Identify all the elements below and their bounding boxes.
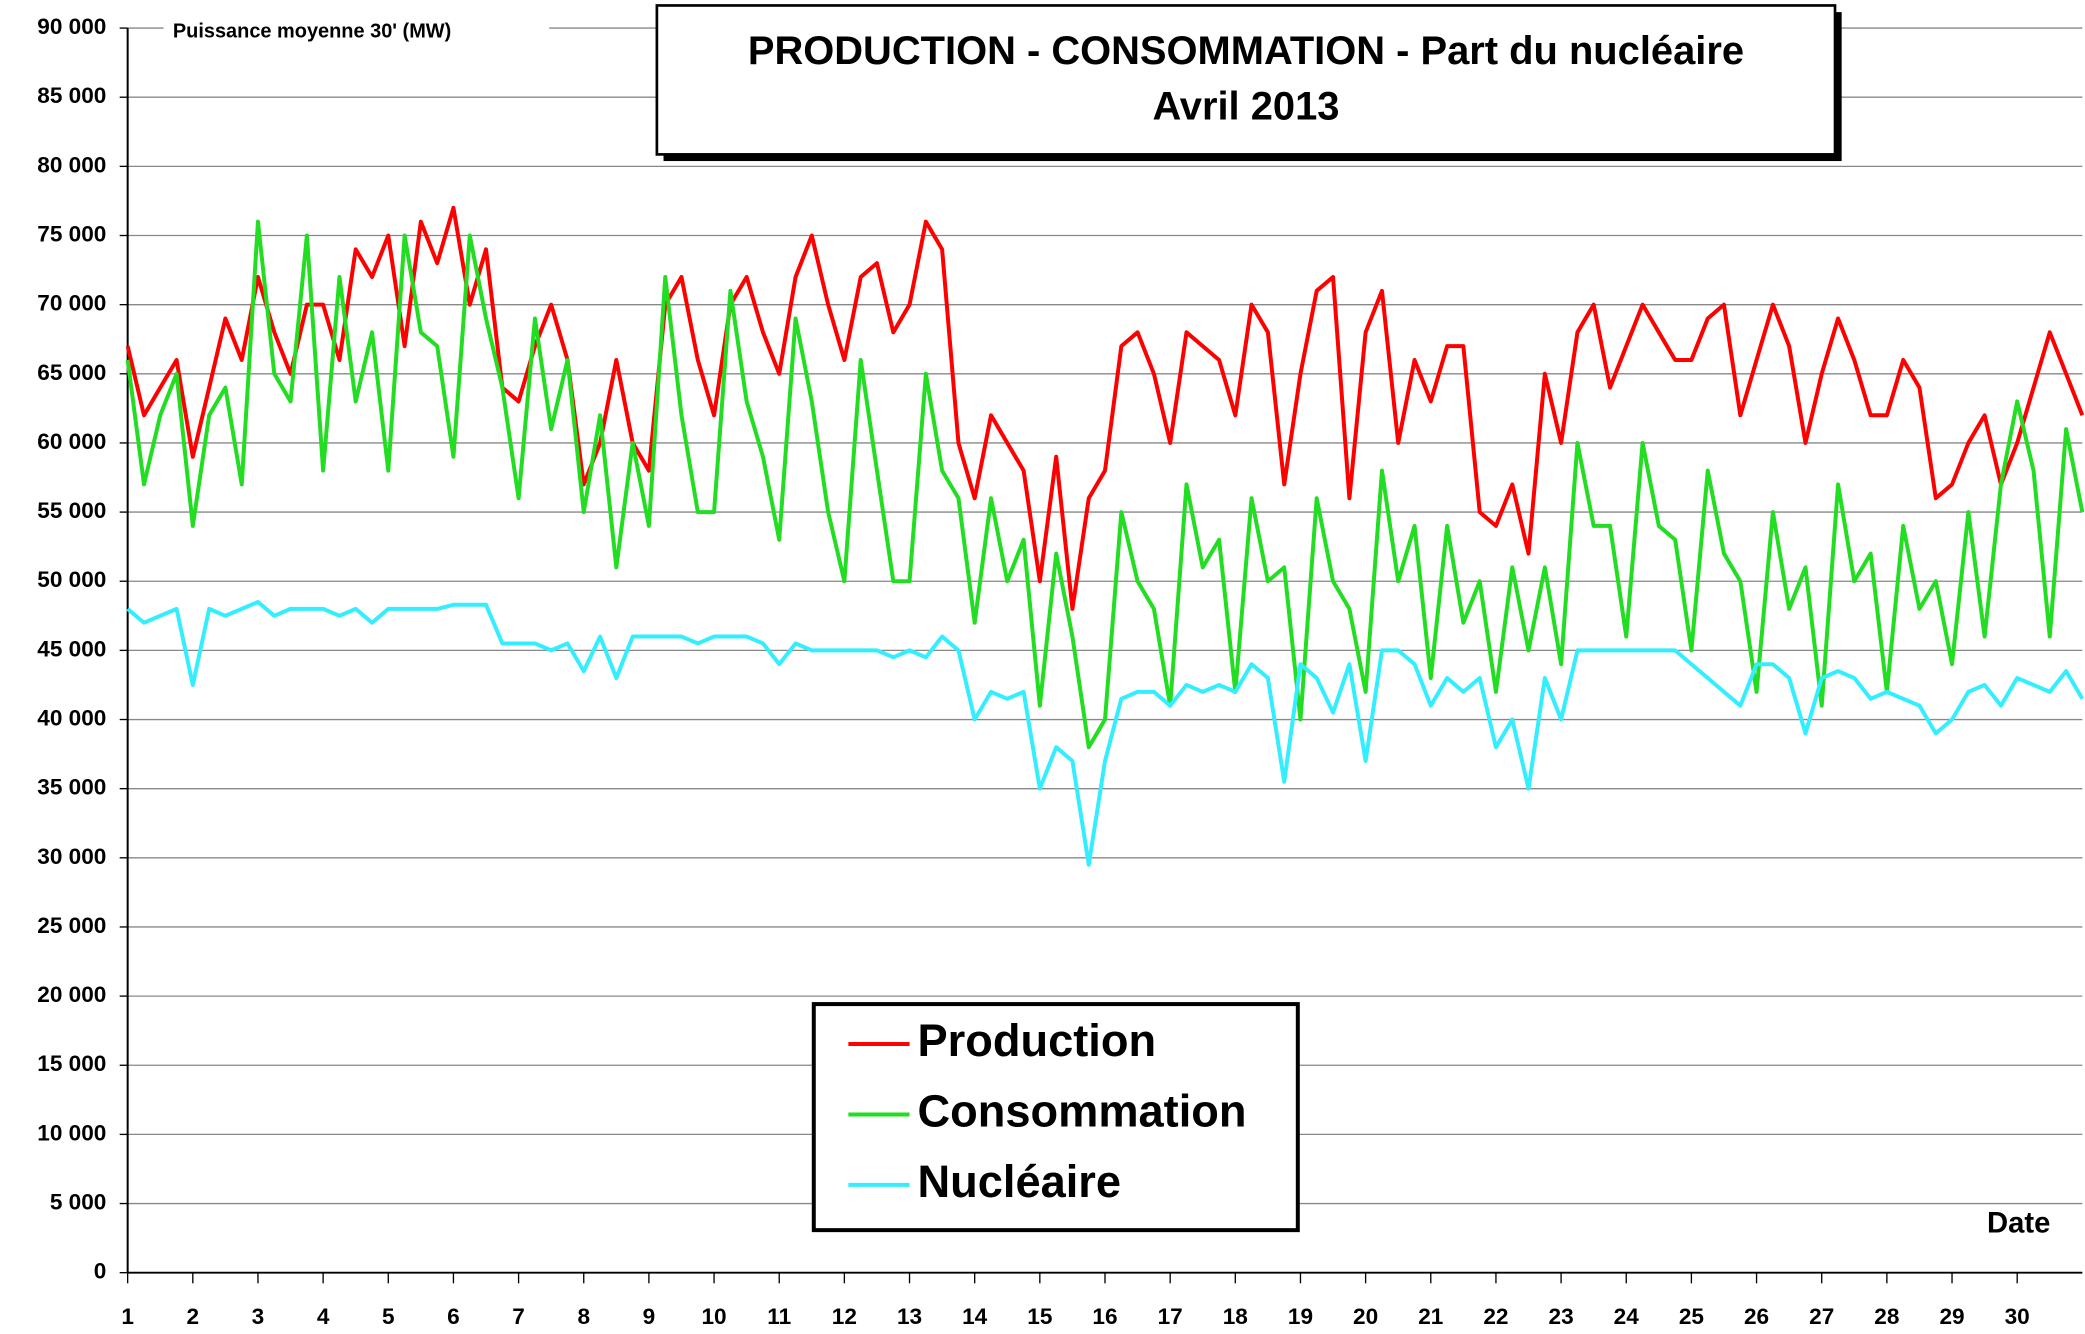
legend-label: Nucléaire xyxy=(918,1156,1122,1207)
x-tick-label: 29 xyxy=(1939,1304,1964,1329)
y-tick-label: 40 000 xyxy=(37,705,106,730)
y-tick-label: 15 000 xyxy=(37,1051,106,1076)
y-tick-label: 60 000 xyxy=(37,429,106,454)
y-tick-label: 85 000 xyxy=(37,83,106,108)
x-axis-label: Date xyxy=(1987,1208,2050,1240)
plot-lines xyxy=(125,205,2085,867)
x-tick-label: 30 xyxy=(2005,1304,2030,1329)
x-tick-label: 26 xyxy=(1744,1304,1769,1329)
y-tick-label: 25 000 xyxy=(37,913,106,938)
x-tick-label: 16 xyxy=(1092,1304,1117,1329)
x-tick-label: 12 xyxy=(832,1304,857,1329)
x-tick-label: 11 xyxy=(767,1304,791,1329)
y-tick-label: 5 000 xyxy=(50,1190,107,1215)
y-tick-label: 80 000 xyxy=(37,152,106,177)
x-tick-label: 23 xyxy=(1549,1304,1574,1329)
legend-box xyxy=(811,1002,1300,1233)
x-tick-label: 27 xyxy=(1809,1304,1834,1329)
x-tick-label: 6 xyxy=(447,1304,460,1329)
legend-label: Consommation xyxy=(918,1085,1247,1136)
x-tick-label: 13 xyxy=(897,1304,922,1329)
x-tick-label: 24 xyxy=(1614,1304,1640,1329)
x-tick-label: 7 xyxy=(512,1304,525,1329)
y-tick-label: 50 000 xyxy=(37,567,106,592)
x-tick-label: 20 xyxy=(1353,1304,1378,1329)
x-tick-label: 3 xyxy=(252,1304,265,1329)
y-tick-label: 0 xyxy=(94,1259,107,1284)
y-tick-label: 55 000 xyxy=(37,498,106,523)
y-label-bg xyxy=(163,16,550,46)
y-tick-label: 75 000 xyxy=(37,221,106,246)
x-tick-label: 4 xyxy=(317,1304,330,1329)
y-tick-label: 10 000 xyxy=(37,1120,106,1145)
y-tick-label: 65 000 xyxy=(37,360,106,385)
y-tick-label: 45 000 xyxy=(37,636,106,661)
x-tick-label: 5 xyxy=(382,1304,395,1329)
x-tick-label: 10 xyxy=(701,1304,726,1329)
chart-subtitle: Avril 2013 xyxy=(1152,85,1339,129)
title-box xyxy=(655,4,1837,156)
x-tick-label: 14 xyxy=(962,1304,988,1329)
y-tick-label: 35 000 xyxy=(37,775,106,800)
series-line xyxy=(125,205,2085,611)
legend: Production Consommation Nucléaire xyxy=(848,1015,1246,1207)
y-tick-label: 90 000 xyxy=(37,14,106,39)
y-tick-label: 20 000 xyxy=(37,982,106,1007)
y-tick-label: 70 000 xyxy=(37,291,106,316)
grid: 0 5 000 10 000 15 000 20 000 25 000 30 000 35 0… xyxy=(37,14,2083,1329)
series-line xyxy=(125,219,2085,750)
series-line xyxy=(126,599,2085,867)
x-tick-label: 17 xyxy=(1158,1304,1183,1329)
x-tick-label: 28 xyxy=(1874,1304,1899,1329)
x-tick-label: 21 xyxy=(1418,1304,1443,1329)
x-tick-label: 9 xyxy=(643,1304,656,1329)
y-axis-label: Puissance moyenne 30' (MW) xyxy=(173,20,451,42)
y-tick-label: 30 000 xyxy=(37,844,106,869)
x-tick-label: 15 xyxy=(1027,1304,1052,1329)
x-tick-label: 25 xyxy=(1679,1304,1704,1329)
x-tick-label: 8 xyxy=(577,1304,590,1329)
x-tick-label: 2 xyxy=(187,1304,200,1329)
x-tick-label: 22 xyxy=(1483,1304,1508,1329)
legend-label: Production xyxy=(918,1015,1157,1066)
x-tick-label: 1 xyxy=(121,1304,134,1329)
x-tick-label: 19 xyxy=(1288,1304,1313,1329)
chart-title: PRODUCTION - CONSOMMATION - Part du nucl… xyxy=(748,29,1744,73)
x-tick-label: 18 xyxy=(1223,1304,1248,1329)
